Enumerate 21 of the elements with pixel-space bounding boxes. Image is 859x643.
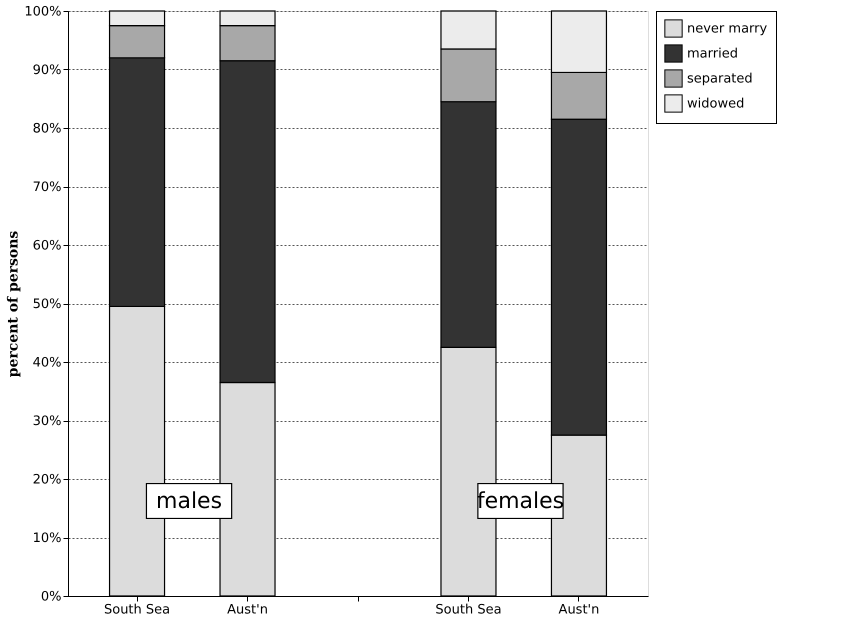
y-axis-title: percent of persons — [5, 230, 22, 378]
x-tick-label: Aust'n — [558, 602, 600, 618]
y-tick-label: 30% — [32, 414, 62, 429]
y-tick-label: 80% — [32, 122, 62, 136]
y-tick-label: 50% — [32, 297, 62, 312]
x-tick-label: South Sea — [104, 602, 170, 618]
x-tick-label: Aust'n — [227, 602, 268, 618]
y-tick-label: 0% — [40, 590, 62, 604]
y-tick-label: 60% — [32, 238, 62, 254]
legend-label: separated — [687, 72, 753, 86]
y-tick-label: 20% — [32, 472, 62, 488]
legend-label: widowed — [687, 96, 744, 112]
y-tick-label: 40% — [32, 356, 62, 370]
y-tick-label: 10% — [32, 531, 62, 546]
legend-label: married — [687, 46, 738, 62]
x-tick-label: South Sea — [435, 602, 502, 618]
y-tick-label: 100% — [24, 4, 62, 20]
y-tick-label: 70% — [32, 180, 62, 195]
annotation: males — [156, 489, 222, 514]
y-tick-label: 90% — [32, 63, 62, 78]
legend-label: never marry — [687, 22, 768, 36]
